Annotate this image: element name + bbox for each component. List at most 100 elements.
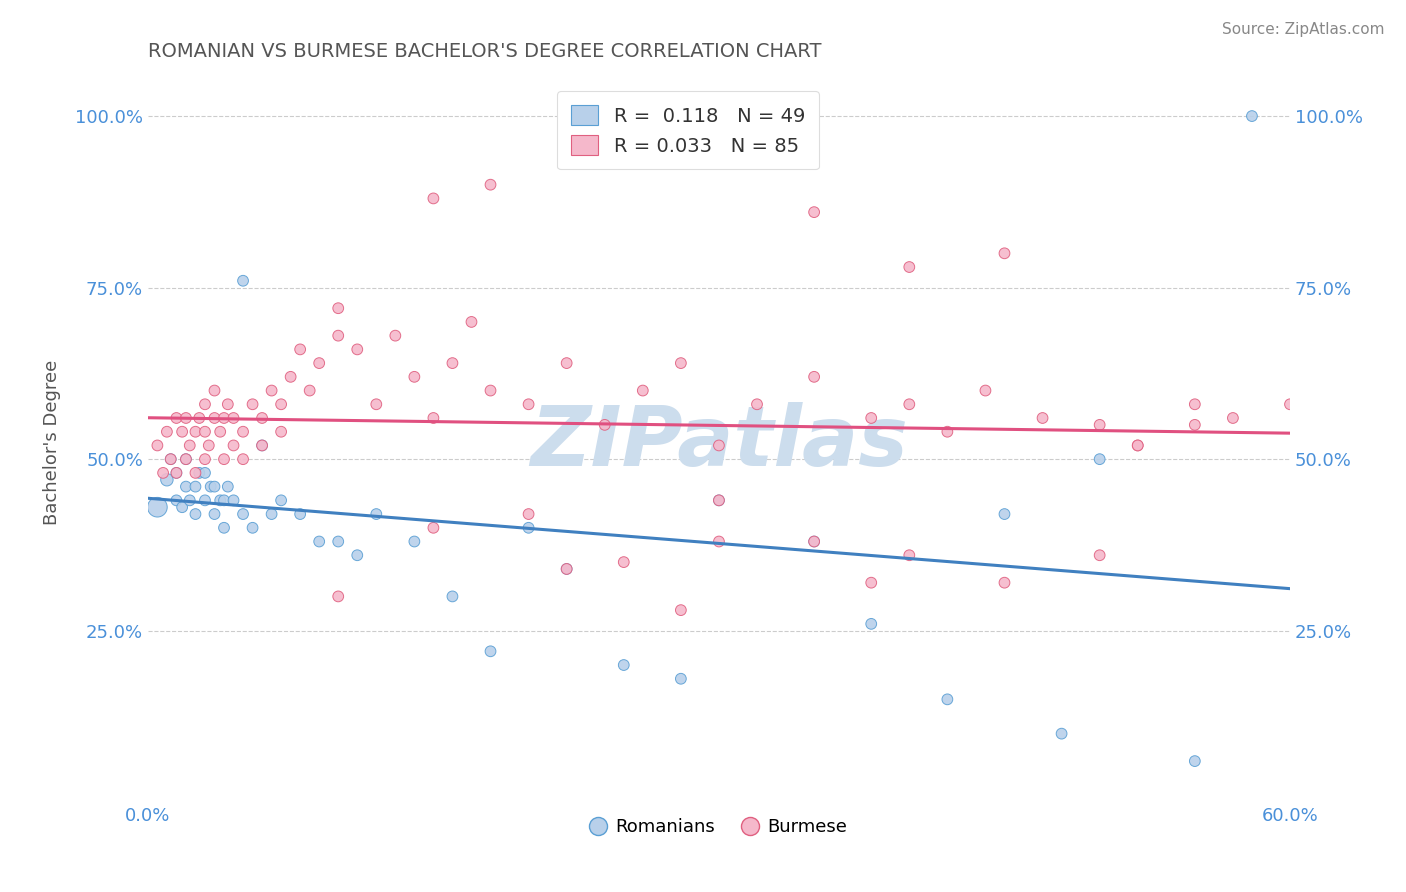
Point [993, 246, 1015, 260]
Point [152, 466, 174, 480]
Point [204, 384, 226, 398]
Point [194, 466, 217, 480]
Point [898, 548, 921, 562]
Point [993, 507, 1015, 521]
Point [172, 500, 194, 515]
Point [898, 260, 921, 274]
Point [346, 548, 368, 562]
Point [298, 384, 321, 398]
Point [669, 603, 692, 617]
Point [936, 692, 959, 706]
Point [242, 521, 264, 535]
Point [1050, 726, 1073, 740]
Y-axis label: Bachelor's Degree: Bachelor's Degree [44, 359, 60, 524]
Point [159, 452, 181, 467]
Point [242, 397, 264, 411]
Text: ROMANIAN VS BURMESE BACHELOR'S DEGREE CORRELATION CHART: ROMANIAN VS BURMESE BACHELOR'S DEGREE CO… [148, 42, 821, 61]
Legend: Romanians, Burmese: Romanians, Burmese [583, 811, 855, 844]
Point [280, 369, 302, 384]
Point [250, 438, 273, 452]
Point [184, 480, 207, 494]
Point [146, 438, 169, 452]
Point [745, 397, 768, 411]
Point [707, 493, 730, 508]
Point [404, 369, 426, 384]
Point [1126, 438, 1149, 452]
Point [860, 411, 883, 425]
Point [204, 507, 226, 521]
Point [159, 452, 181, 467]
Point [222, 411, 245, 425]
Point [555, 356, 578, 370]
Point [217, 480, 239, 494]
Point [860, 575, 883, 590]
Point [479, 644, 502, 658]
Point [179, 493, 201, 508]
Point [1240, 109, 1263, 123]
Point [184, 425, 207, 439]
Point [803, 369, 825, 384]
Point [613, 658, 636, 673]
Point [308, 356, 330, 370]
Point [222, 493, 245, 508]
Point [174, 411, 197, 425]
Point [288, 507, 311, 521]
Point [479, 178, 502, 192]
Point [707, 493, 730, 508]
Point [308, 534, 330, 549]
Point [1184, 397, 1206, 411]
Point [270, 397, 292, 411]
Point [270, 493, 292, 508]
Point [204, 480, 226, 494]
Point [165, 466, 187, 480]
Point [707, 438, 730, 452]
Point [188, 411, 211, 425]
Point [993, 575, 1015, 590]
Point [209, 493, 232, 508]
Point [232, 274, 254, 288]
Point [232, 425, 254, 439]
Text: ZIPatlas: ZIPatlas [530, 401, 908, 483]
Point [346, 343, 368, 357]
Point [165, 411, 187, 425]
Point [613, 555, 636, 569]
Point [270, 425, 292, 439]
Point [328, 534, 350, 549]
Point [936, 425, 959, 439]
Point [555, 562, 578, 576]
Text: Source: ZipAtlas.com: Source: ZipAtlas.com [1222, 22, 1385, 37]
Point [404, 534, 426, 549]
Point [366, 507, 388, 521]
Point [1126, 438, 1149, 452]
Point [232, 507, 254, 521]
Point [260, 384, 283, 398]
Point [194, 397, 217, 411]
Point [212, 493, 235, 508]
Point [1088, 548, 1111, 562]
Point [707, 534, 730, 549]
Point [422, 191, 444, 205]
Point [222, 438, 245, 452]
Point [1088, 452, 1111, 467]
Point [384, 328, 406, 343]
Point [631, 384, 654, 398]
Point [184, 466, 207, 480]
Point [197, 438, 219, 452]
Point [441, 590, 464, 604]
Point [479, 384, 502, 398]
Point [803, 534, 825, 549]
Point [174, 452, 197, 467]
Point [250, 411, 273, 425]
Point [860, 616, 883, 631]
Point [188, 466, 211, 480]
Point [974, 384, 997, 398]
Point [212, 521, 235, 535]
Point [328, 301, 350, 316]
Point [328, 590, 350, 604]
Point [174, 480, 197, 494]
Point [179, 438, 201, 452]
Point [1222, 411, 1244, 425]
Point [212, 411, 235, 425]
Point [1088, 417, 1111, 432]
Point [184, 507, 207, 521]
